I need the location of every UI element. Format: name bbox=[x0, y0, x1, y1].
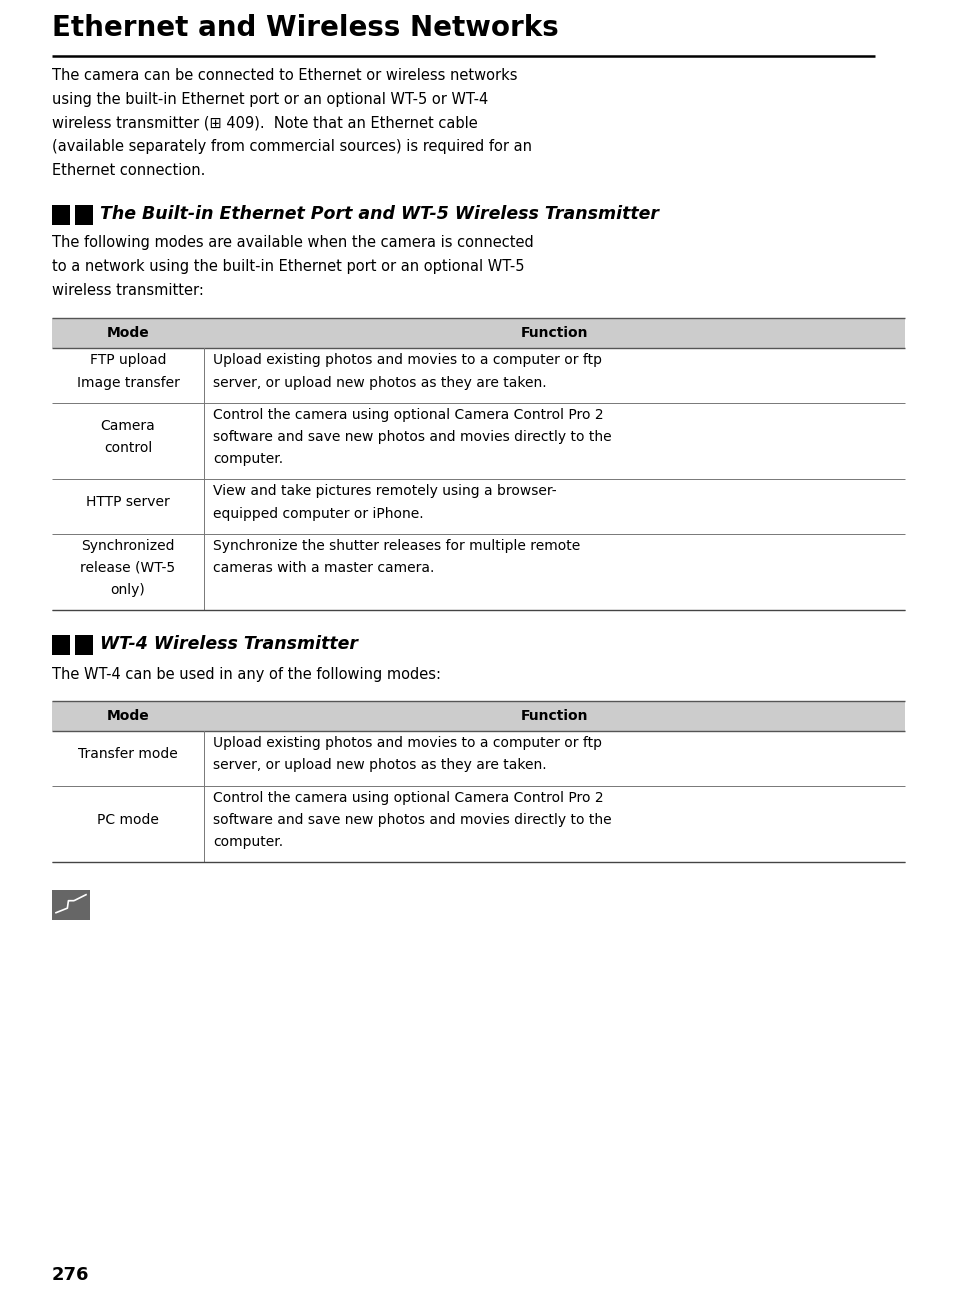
Text: computer.: computer. bbox=[213, 452, 283, 466]
Text: Function: Function bbox=[520, 326, 588, 340]
Text: wireless transmitter (⊞ 409).  Note that an Ethernet cable: wireless transmitter (⊞ 409). Note that … bbox=[52, 116, 477, 130]
Text: (available separately from commercial sources) is required for an: (available separately from commercial so… bbox=[52, 139, 532, 155]
Text: software and save new photos and movies directly to the: software and save new photos and movies … bbox=[213, 430, 611, 444]
Text: Mode: Mode bbox=[107, 326, 150, 340]
Text: computer.: computer. bbox=[213, 834, 283, 849]
Bar bbox=[52, 702, 904, 731]
Text: The following modes are available when the camera is connected: The following modes are available when t… bbox=[52, 235, 533, 250]
Text: to a network using the built-in Ethernet port or an optional WT-5: to a network using the built-in Ethernet… bbox=[52, 259, 524, 273]
Bar bbox=[52, 205, 70, 225]
Text: only): only) bbox=[111, 583, 145, 597]
Text: Camera: Camera bbox=[100, 419, 155, 432]
Text: Function: Function bbox=[520, 710, 588, 723]
Text: Image transfer: Image transfer bbox=[76, 376, 179, 389]
Bar bbox=[75, 636, 92, 656]
Text: HTTP server: HTTP server bbox=[86, 495, 170, 510]
Text: WT-4 Wireless Transmitter: WT-4 Wireless Transmitter bbox=[100, 636, 357, 653]
Text: Transfer mode: Transfer mode bbox=[78, 748, 177, 761]
Text: FTP upload: FTP upload bbox=[90, 353, 166, 368]
Text: Mode: Mode bbox=[107, 710, 150, 723]
Bar bbox=[52, 318, 904, 348]
Text: using the built-in Ethernet port or an optional WT-5 or WT-4: using the built-in Ethernet port or an o… bbox=[52, 92, 488, 106]
Text: release (WT-5: release (WT-5 bbox=[80, 561, 175, 576]
Text: Ethernet and Wireless Networks: Ethernet and Wireless Networks bbox=[52, 14, 558, 42]
Text: software and save new photos and movies directly to the: software and save new photos and movies … bbox=[213, 813, 611, 827]
Text: The camera can be connected to Ethernet or wireless networks: The camera can be connected to Ethernet … bbox=[52, 68, 517, 83]
Text: Control the camera using optional Camera Control Pro 2: Control the camera using optional Camera… bbox=[213, 791, 603, 804]
Text: 276: 276 bbox=[52, 1265, 90, 1284]
Text: Control the camera using optional Camera Control Pro 2: Control the camera using optional Camera… bbox=[213, 407, 603, 422]
Text: server, or upload new photos as they are taken.: server, or upload new photos as they are… bbox=[213, 376, 546, 389]
Text: PC mode: PC mode bbox=[97, 813, 159, 827]
Bar bbox=[52, 636, 70, 656]
Text: The WT-4 can be used in any of the following modes:: The WT-4 can be used in any of the follo… bbox=[52, 668, 440, 682]
Text: The Built-in Ethernet Port and WT-5 Wireless Transmitter: The Built-in Ethernet Port and WT-5 Wire… bbox=[100, 205, 659, 223]
Bar bbox=[52, 890, 90, 920]
Text: View and take pictures remotely using a browser-: View and take pictures remotely using a … bbox=[213, 485, 556, 498]
Text: Upload existing photos and movies to a computer or ftp: Upload existing photos and movies to a c… bbox=[213, 736, 601, 750]
Text: Upload existing photos and movies to a computer or ftp: Upload existing photos and movies to a c… bbox=[213, 353, 601, 368]
Text: cameras with a master camera.: cameras with a master camera. bbox=[213, 561, 434, 576]
Text: equipped computer or iPhone.: equipped computer or iPhone. bbox=[213, 507, 423, 520]
Text: server, or upload new photos as they are taken.: server, or upload new photos as they are… bbox=[213, 758, 546, 773]
Bar bbox=[75, 205, 92, 225]
Text: Ethernet connection.: Ethernet connection. bbox=[52, 163, 205, 179]
Text: control: control bbox=[104, 442, 152, 455]
Text: Synchronize the shutter releases for multiple remote: Synchronize the shutter releases for mul… bbox=[213, 539, 579, 553]
Text: Synchronized: Synchronized bbox=[81, 539, 174, 553]
Text: wireless transmitter:: wireless transmitter: bbox=[52, 283, 204, 297]
